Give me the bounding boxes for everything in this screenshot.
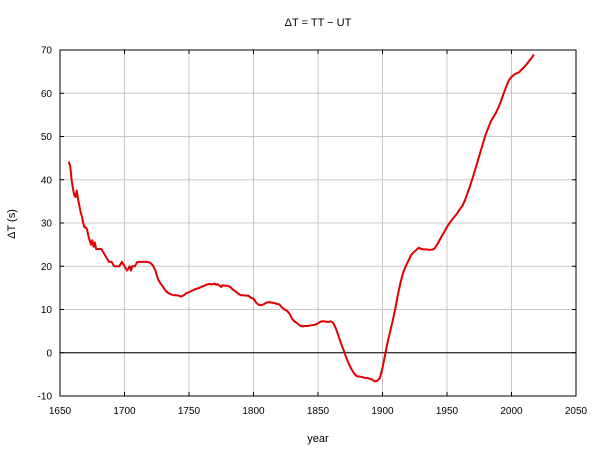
y-tick-label: 50 <box>41 132 53 143</box>
series-layer <box>68 54 535 383</box>
x-axis-label: year <box>307 433 329 445</box>
x-tick-label: 1850 <box>307 406 330 417</box>
y-tick-label: 20 <box>41 262 53 273</box>
x-tick-label: 1950 <box>436 406 459 417</box>
x-tick-label: 1800 <box>242 406 265 417</box>
chart-title: ΔT = TT − UT <box>285 17 352 29</box>
gridlines <box>60 50 576 396</box>
y-tick-label: 40 <box>41 175 53 186</box>
series-line-0 <box>68 54 535 383</box>
x-tick-label: 1650 <box>49 406 72 417</box>
x-tick-label: 1750 <box>178 406 201 417</box>
y-tick-label: 0 <box>46 348 52 359</box>
y-tick-label: 30 <box>41 219 53 230</box>
x-tick-label: 2050 <box>565 406 588 417</box>
y-tick-label: 10 <box>41 305 53 316</box>
y-tick-label: 60 <box>41 89 53 100</box>
x-tick-label: 1900 <box>371 406 394 417</box>
x-tick-label: 2000 <box>500 406 523 417</box>
y-axis-label: ΔT (s) <box>6 209 18 239</box>
plot-frame <box>59 49 577 397</box>
x-tick-label: 1700 <box>113 406 136 417</box>
y-tick-label: 70 <box>41 46 53 57</box>
axis-ticks: 1650 1700 1750 1800 1850 1900 1950 2000 2050-100… <box>38 46 588 418</box>
y-tick-label: -10 <box>38 392 53 403</box>
